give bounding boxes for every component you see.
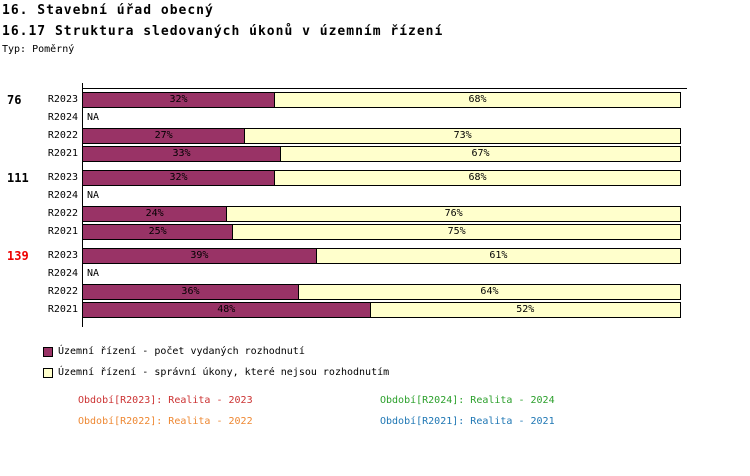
segment-value-label: 68% bbox=[468, 94, 487, 105]
segment-value-label: 68% bbox=[468, 172, 487, 183]
segment-other-acts: 75% bbox=[232, 225, 680, 239]
footnote-R2021: Období[R2021]: Realita - 2021 bbox=[380, 416, 555, 427]
footnote-R2024: Období[R2024]: Realita - 2024 bbox=[380, 395, 555, 406]
row-label-R2023: R2023 bbox=[47, 250, 78, 261]
row-label-R2023: R2023 bbox=[47, 94, 78, 105]
legend-label: Územní řízení - správní úkony, které nej… bbox=[58, 367, 390, 378]
stacked-bar-R2021: 33% 67% bbox=[82, 146, 681, 162]
footnote-R2023: Období[R2023]: Realita - 2023 bbox=[78, 395, 253, 406]
legend-label: Územní řízení - počet vydaných rozhodnut… bbox=[58, 346, 305, 357]
segment-value-label: 39% bbox=[190, 250, 209, 261]
legend-swatch-other-acts bbox=[43, 368, 53, 378]
na-label: NA bbox=[87, 190, 100, 201]
group-total: 139 bbox=[7, 249, 29, 263]
segment-value-label: 67% bbox=[471, 148, 490, 159]
row-label-R2021: R2021 bbox=[47, 226, 78, 237]
stacked-bar-R2023: 39% 61% bbox=[82, 248, 681, 264]
segment-value-label: 32% bbox=[169, 172, 188, 183]
legend-item-decisions: Územní řízení - počet vydaných rozhodnut… bbox=[43, 346, 305, 358]
row-label-R2024: R2024 bbox=[47, 190, 78, 201]
stacked-bar-R2022: 27% 73% bbox=[82, 128, 681, 144]
row-label-R2024: R2024 bbox=[47, 112, 78, 123]
segment-value-label: 48% bbox=[217, 304, 236, 315]
segment-value-label: 32% bbox=[169, 94, 188, 105]
row-label-R2022: R2022 bbox=[47, 208, 78, 219]
category-axis-line bbox=[82, 83, 83, 327]
group-total: 76 bbox=[7, 93, 22, 107]
segment-other-acts: 76% bbox=[226, 207, 680, 221]
report-title: 16. Stavební úřad obecný bbox=[2, 3, 214, 18]
segment-other-acts: 64% bbox=[297, 285, 680, 299]
row-label-R2023: R2023 bbox=[47, 172, 78, 183]
segment-other-acts: 67% bbox=[280, 147, 680, 161]
segment-value-label: 64% bbox=[480, 286, 499, 297]
segment-decisions: 48% bbox=[83, 303, 370, 317]
stacked-bar-R2022: 36% 64% bbox=[82, 284, 681, 300]
segment-decisions: 32% bbox=[83, 171, 275, 185]
segment-other-acts: 73% bbox=[244, 129, 680, 143]
segment-other-acts: 61% bbox=[315, 249, 680, 263]
segment-decisions: 32% bbox=[83, 93, 275, 107]
segment-value-label: 36% bbox=[181, 286, 200, 297]
na-label: NA bbox=[87, 112, 100, 123]
chart-type-label: Typ: Poměrný bbox=[2, 44, 75, 55]
segment-value-label: 24% bbox=[145, 208, 164, 219]
stacked-bar-R2021: 48% 52% bbox=[82, 302, 681, 318]
stacked-bar-R2023: 32% 68% bbox=[82, 92, 681, 108]
segment-other-acts: 52% bbox=[369, 303, 680, 317]
segment-value-label: 61% bbox=[489, 250, 508, 261]
stacked-bar-chart: 76 R2023 32% 68% R2024 NA R2022 27% 73% R2021 33% 6… bbox=[7, 83, 687, 327]
segment-value-label: 27% bbox=[154, 130, 173, 141]
stacked-bar-R2023: 32% 68% bbox=[82, 170, 681, 186]
group-total: 111 bbox=[7, 171, 29, 185]
segment-other-acts: 68% bbox=[274, 93, 680, 107]
legend-swatch-decisions bbox=[43, 347, 53, 357]
legend-item-other-acts: Územní řízení - správní úkony, které nej… bbox=[43, 367, 389, 379]
segment-decisions: 25% bbox=[83, 225, 233, 239]
segment-value-label: 75% bbox=[447, 226, 466, 237]
stacked-bar-R2022: 24% 76% bbox=[82, 206, 681, 222]
top-axis-line bbox=[82, 88, 687, 89]
footnote-R2022: Období[R2022]: Realita - 2022 bbox=[78, 416, 253, 427]
row-label-R2022: R2022 bbox=[47, 286, 78, 297]
segment-value-label: 73% bbox=[453, 130, 472, 141]
segment-value-label: 76% bbox=[444, 208, 463, 219]
segment-other-acts: 68% bbox=[274, 171, 680, 185]
stacked-bar-R2021: 25% 75% bbox=[82, 224, 681, 240]
row-label-R2022: R2022 bbox=[47, 130, 78, 141]
segment-value-label: 33% bbox=[172, 148, 191, 159]
chart-title: 16.17 Struktura sledovaných úkonů v územ… bbox=[2, 24, 444, 39]
segment-value-label: 52% bbox=[516, 304, 535, 315]
row-label-R2021: R2021 bbox=[47, 304, 78, 315]
segment-value-label: 25% bbox=[148, 226, 167, 237]
row-label-R2021: R2021 bbox=[47, 148, 78, 159]
segment-decisions: 27% bbox=[83, 129, 245, 143]
na-label: NA bbox=[87, 268, 100, 279]
segment-decisions: 33% bbox=[83, 147, 280, 161]
segment-decisions: 39% bbox=[83, 249, 316, 263]
segment-decisions: 36% bbox=[83, 285, 298, 299]
row-label-R2024: R2024 bbox=[47, 268, 78, 279]
segment-decisions: 24% bbox=[83, 207, 227, 221]
